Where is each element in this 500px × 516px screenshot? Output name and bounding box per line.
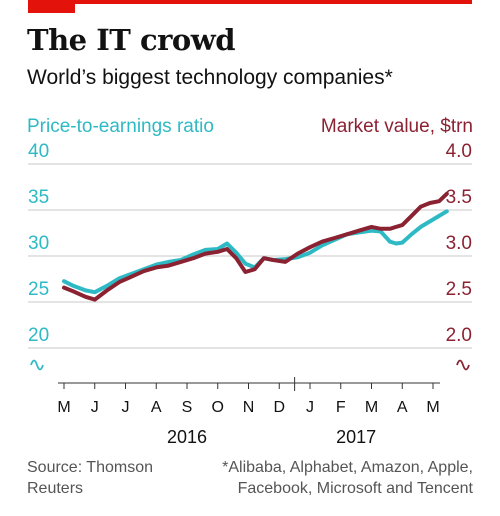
month-label: A: [397, 399, 408, 416]
left-tick-label: 40: [28, 141, 49, 162]
right-axis-break-icon: [456, 359, 470, 371]
left-tick-label: 35: [28, 187, 49, 208]
right-tick-label: 2.0: [446, 325, 472, 346]
chart-title: The IT crowd: [27, 23, 235, 57]
month-label: J: [306, 399, 314, 416]
right-tick-label: 4.0: [446, 141, 472, 162]
left-axis-break-icon: [30, 359, 44, 371]
economist-red-tag: [28, 0, 75, 13]
right-axis-label: Market value, $trn: [320, 116, 473, 137]
month-label: O: [212, 399, 224, 416]
chart-subtitle: World’s biggest technology companies*: [27, 66, 393, 89]
right-tick-label: 3.5: [446, 187, 472, 208]
month-label: S: [182, 399, 193, 416]
left-tick-label: 20: [28, 325, 49, 346]
market-value-line: [62, 191, 449, 302]
year-label: 2016: [167, 427, 207, 447]
month-label: D: [273, 399, 285, 416]
companies-footnote: *Alibaba, Alphabet, Amazon, Apple, Faceb…: [222, 459, 473, 497]
month-label: N: [243, 399, 255, 416]
month-label: A: [151, 399, 162, 416]
month-label: J: [91, 399, 99, 416]
top-red-rule: [28, 0, 472, 4]
month-label: M: [426, 399, 439, 416]
year-label: 2017: [336, 427, 376, 447]
month-label: M: [365, 399, 378, 416]
month-label: M: [57, 399, 70, 416]
left-tick-label: 30: [28, 233, 49, 254]
right-tick-label: 2.5: [446, 279, 472, 300]
month-label: F: [336, 399, 346, 416]
left-axis-label: Price-to-earnings ratio: [27, 116, 214, 137]
source-note: Source: Thomson Reuters: [27, 459, 153, 497]
right-tick-label: 3.0: [446, 233, 472, 254]
left-tick-label: 25: [28, 279, 49, 300]
month-label: J: [122, 399, 130, 416]
